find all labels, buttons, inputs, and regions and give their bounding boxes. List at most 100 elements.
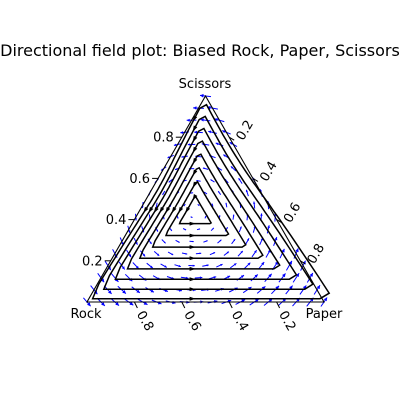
orbit-6-arrow-0 <box>192 135 198 143</box>
field-arrow-12-4-head <box>223 154 226 157</box>
field-arrow-7-6-head <box>218 215 221 217</box>
field-arrow-10-1-head <box>168 180 171 183</box>
field-arrow-8-8-head <box>253 201 256 204</box>
field-arrow-6-3-head <box>170 229 172 231</box>
field-arrow-15-1-head <box>200 118 204 122</box>
field-arrow-0-5-head <box>157 301 162 305</box>
field-arrow-3-1-head <box>121 266 125 270</box>
orbit-6-arrow-1 <box>189 277 196 282</box>
field-arrow-14-3-head <box>222 130 226 134</box>
field-arrow-9-3-head <box>190 192 192 194</box>
field-arrow-2-15-head <box>309 273 313 277</box>
field-arrow-14-0-head <box>180 131 184 134</box>
field-arrow-9-5-head <box>218 191 220 193</box>
orbit-7-arrow-1 <box>189 287 196 292</box>
orbit-5-arrow-0 <box>192 146 198 153</box>
field-arrow-13-1-head <box>187 143 191 146</box>
field-arrow-16-0-head <box>193 106 197 110</box>
field-arrow-8-4-head <box>197 204 200 206</box>
field-arrow-0-11-head <box>241 299 246 303</box>
orbit-4-arrow-1 <box>189 256 196 261</box>
orbit-4-arrow-0 <box>192 157 198 165</box>
field-arrow-3-13-head <box>288 260 292 265</box>
field-arrow-2-8-head <box>213 276 217 279</box>
orbit-7-arrow-0 <box>192 125 198 132</box>
field-arrow-4-9-head <box>240 250 243 254</box>
field-arrow-5-8-head <box>233 239 236 242</box>
field-arrow-3-5-head <box>178 264 181 268</box>
field-arrow-8-6-head <box>225 202 227 205</box>
field-arrow-2-13-head <box>282 273 286 278</box>
vertex-label-right: Paper <box>306 307 343 322</box>
field-arrow-1-1-head <box>108 290 112 294</box>
field-arrow-6-5-head <box>198 228 201 230</box>
field-arrow-3-2-head <box>135 265 139 269</box>
orbit-2-arrow-0 <box>192 181 198 188</box>
right-tick-3 <box>300 260 306 265</box>
field-arrow-11-3-head <box>202 167 205 170</box>
field-arrow-4-1-head <box>128 254 132 258</box>
field-arrow-5-1-head <box>135 242 138 245</box>
orbit-2-arrow-1 <box>189 233 196 238</box>
field-arrow-2-14-head <box>295 273 300 277</box>
field-arrow-6-8-head <box>239 226 242 229</box>
field-arrow-3-10-head <box>247 262 251 266</box>
field-arrow-9-4-head <box>204 192 206 194</box>
bottom-tick-label-0: 0.8 <box>133 309 156 334</box>
left-tick-label-3: 0.8 <box>153 131 174 146</box>
field-arrow-1-3-head <box>136 289 140 293</box>
field-arrow-6-4-head <box>184 228 187 231</box>
field-arrow-4-5-head <box>185 252 188 255</box>
field-arrow-0-12-head <box>255 298 259 303</box>
field-arrow-0-3-head <box>129 301 134 306</box>
field-arrow-0-2-head <box>115 302 119 306</box>
field-arrow-5-6-head <box>206 240 208 242</box>
field-arrow-3-6-head <box>192 264 195 267</box>
field-arrow-1-5-head <box>164 289 168 292</box>
field-arrow-2-0-head <box>100 278 105 283</box>
bottom-tick-2 <box>228 301 233 309</box>
field-arrow-8-5-head <box>211 203 213 205</box>
field-arrow-0-17-head <box>323 297 328 302</box>
field-arrow-0-4-head <box>143 301 148 305</box>
field-arrow-7-2-head <box>163 217 165 220</box>
right-tick-label-2: 0.6 <box>281 200 304 225</box>
orbit-curves <box>91 103 331 301</box>
orbit-8-arrow-2 <box>143 206 149 213</box>
field-arrow-1-2-head <box>122 290 126 294</box>
bottom-tick-1 <box>181 301 186 309</box>
orbit-4-arrow-2 <box>165 206 171 214</box>
field-arrow-13-3-head <box>215 142 219 146</box>
field-arrow-4-4-head <box>171 253 174 255</box>
orbit-8-arrow-1 <box>189 296 196 301</box>
bottom-tick-label-3: 0.2 <box>275 309 298 334</box>
vertex-label-top: Scissors <box>179 77 232 92</box>
field-arrow-4-6-head <box>199 252 202 255</box>
field-arrow-7-3-head <box>177 217 179 219</box>
field-arrow-5-5-head <box>192 240 194 243</box>
field-arrow-3-4-head <box>164 265 167 268</box>
field-arrow-0-0-head <box>87 302 91 307</box>
chart-title: Directional field plot: Biased Rock, Pap… <box>0 41 400 60</box>
vertex-label-left: Rock <box>70 307 102 322</box>
field-arrow-10-4-head <box>210 179 213 181</box>
right-tick-2 <box>276 219 282 224</box>
field-arrow-5-7-head <box>219 239 222 242</box>
field-arrow-13-0-head <box>173 143 177 147</box>
orbit-2-arrow-2 <box>178 206 184 214</box>
field-arrow-5-9-head <box>247 238 249 241</box>
left-tick-label-1: 0.4 <box>106 213 127 228</box>
orbit-3-arrow-1 <box>189 245 196 249</box>
field-arrow-6-10-head <box>267 225 270 228</box>
field-arrow-6-0-head <box>128 230 131 233</box>
field-arrow-3-3-head <box>150 265 153 269</box>
orbit-1 <box>178 195 213 225</box>
field-arrow-4-3-head <box>156 253 160 256</box>
right-tick-label-3: 0.8 <box>305 241 328 266</box>
field-arrow-3-8-head <box>220 264 223 267</box>
field-arrow-3-11-head <box>261 262 265 266</box>
orbit-6-arrow-2 <box>153 206 159 214</box>
field-arrow-15-0-head <box>186 118 190 122</box>
field-arrow-2-11-head <box>254 274 258 278</box>
